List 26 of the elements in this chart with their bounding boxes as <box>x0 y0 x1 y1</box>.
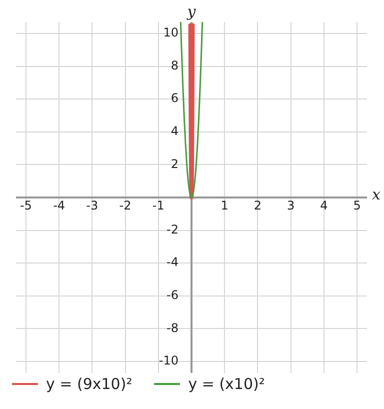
y-tick-label: -2 <box>166 222 178 236</box>
x-tick-label: -5 <box>20 198 32 213</box>
legend-label: y = (x10)² <box>188 375 265 393</box>
y-tick-label: 10 <box>163 26 178 40</box>
line-series <box>188 23 195 200</box>
x-tick-label: 3 <box>287 198 295 213</box>
x-tick-label: -4 <box>53 198 66 213</box>
y-tick-label: -6 <box>166 288 178 302</box>
line-series <box>180 22 204 198</box>
y-axis-title: y <box>186 2 196 20</box>
x-tick-label: 4 <box>320 198 328 213</box>
y-tick-label: -8 <box>166 320 178 335</box>
y-tick-label: 4 <box>170 124 178 138</box>
y-tick-label: 6 <box>170 91 178 106</box>
y-tick-label: -4 <box>166 255 178 270</box>
y-tick-label: 8 <box>170 58 178 72</box>
y-tick-label: -10 <box>158 354 178 368</box>
x-tick-label: -1 <box>152 198 164 213</box>
legend-label: y = (9x10)² <box>46 375 132 393</box>
x-tick-label: -3 <box>86 198 98 213</box>
y-tick-label: 2 <box>170 156 178 171</box>
x-tick-label: 1 <box>220 198 228 213</box>
x-tick-label: 5 <box>353 198 361 213</box>
x-tick-label: -2 <box>119 198 132 213</box>
x-axis-title: x <box>372 185 381 204</box>
x-tick-label: 2 <box>254 198 262 213</box>
